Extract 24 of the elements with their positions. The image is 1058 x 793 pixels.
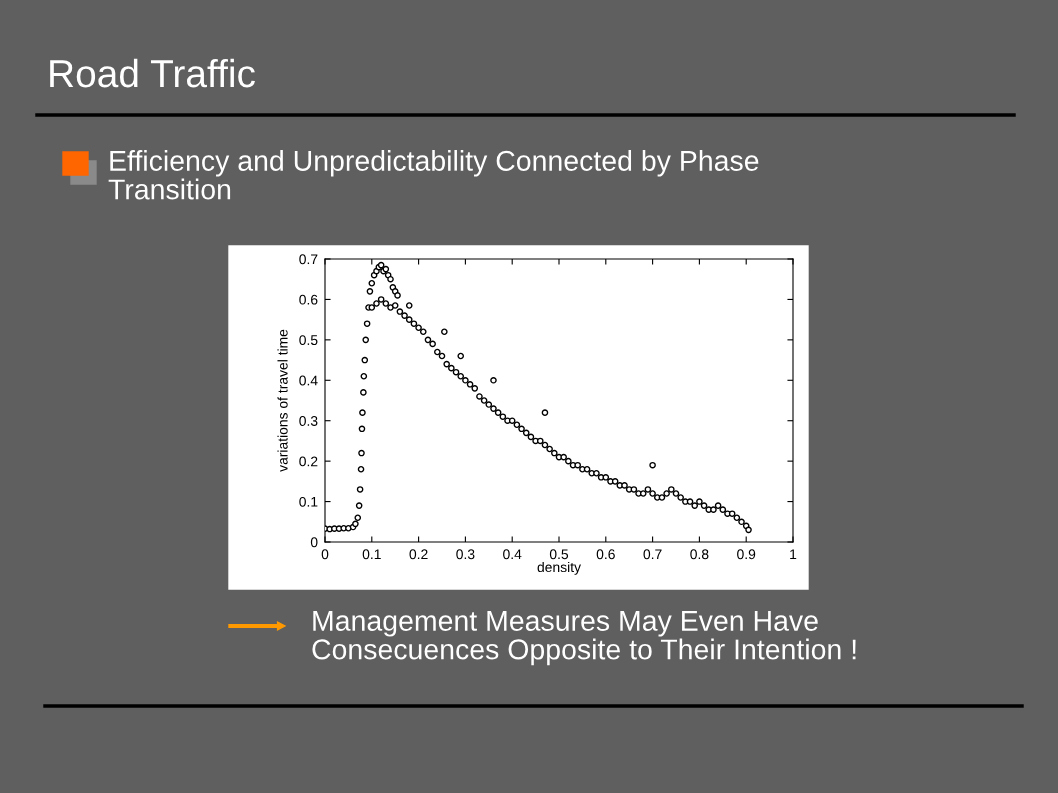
x-tick-label: 0.4	[503, 549, 522, 560]
x-tick-label: 0.6	[596, 549, 615, 560]
y-tick-label: 0.1	[299, 496, 318, 507]
x-tick-label: 0.7	[643, 549, 662, 560]
x-tick-label: 0.5	[549, 549, 569, 560]
y-axis-title: variations of travel time	[277, 329, 288, 472]
chart-title: Road Traffic	[50, 58, 255, 88]
y-tick-label: 0	[310, 537, 318, 548]
y-tick-label: 0.7	[299, 254, 318, 265]
x-tick-label: 0.1	[362, 549, 381, 560]
x-tick-label: 0.3	[456, 549, 475, 560]
x-tick-label: 0.9	[737, 549, 756, 560]
y-tick-label: 0.5	[299, 335, 318, 346]
y-tick-label: 0.3	[299, 416, 318, 426]
y-tick-label: 0.2	[299, 456, 318, 467]
y-tick-label: 0.6	[299, 294, 318, 305]
x-tick-label: 1	[790, 549, 797, 560]
y-tick-label: 0.4	[299, 375, 318, 386]
x-axis-title: density	[537, 561, 581, 575]
text: Management Measures May Even Have Consecuences Opposite to Their Intention !	[312, 611, 856, 666]
x-tick-label: 0	[321, 549, 329, 560]
x-tick-label: 0.2	[409, 549, 428, 560]
chart-subtitle: Efficiency and Unpredictability Connected by Phase Transition	[108, 150, 759, 200]
x-tick-label: 0.8	[690, 549, 709, 560]
